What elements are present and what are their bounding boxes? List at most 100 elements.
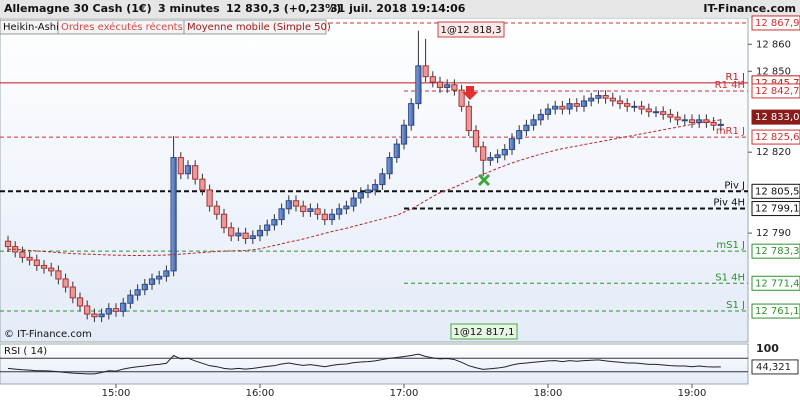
moving-average [8, 119, 721, 256]
y-tick-label: 12 850 [756, 66, 791, 77]
candle-body [26, 256, 33, 261]
candle-body [285, 200, 292, 210]
candle-body [429, 76, 436, 83]
candle-body [19, 251, 26, 258]
candle-body [559, 105, 566, 110]
buy-marker [478, 174, 490, 186]
candle-body [292, 200, 300, 207]
candle-body [314, 208, 321, 215]
rsi-area [0, 343, 749, 385]
plot-area [0, 17, 749, 343]
level-box [751, 83, 800, 99]
brand: IT-Finance.com [703, 2, 796, 15]
level-box [751, 243, 800, 259]
level-label: R1 J [726, 72, 745, 83]
candle-body [264, 224, 271, 231]
level-value: 12 761,1 [755, 306, 800, 317]
legend-entry: Moyenne mobile (Simple 50) [187, 22, 331, 33]
interval: 3 minutes [158, 2, 220, 15]
header-bar [0, 0, 800, 18]
level-label: Piv J [724, 180, 745, 191]
candle-body [33, 259, 40, 266]
y-tick-label: 12 790 [756, 228, 791, 239]
candle-body [48, 267, 55, 272]
candle-body [451, 84, 458, 91]
candle-body [4, 240, 12, 248]
level-box [751, 275, 800, 291]
candle-body [552, 105, 559, 110]
candle-body [436, 81, 444, 88]
candle-body [696, 119, 703, 124]
candle-body [120, 302, 127, 312]
legend-entry: Ordres exécutés récents [61, 21, 183, 33]
candle-body [55, 270, 62, 280]
candle-body [544, 108, 552, 115]
candle-body [156, 275, 163, 280]
level-value: 12 845,7 [755, 78, 800, 89]
candle-body [69, 286, 76, 299]
x-tick-label: 18:00 [534, 388, 563, 399]
candle-body [350, 197, 357, 207]
candle-body [458, 89, 465, 107]
candle-body [660, 111, 667, 115]
candle-body [566, 103, 573, 110]
candle-body [667, 113, 674, 118]
candle-body [328, 213, 336, 221]
candle-body [112, 308, 120, 312]
legend-entry: Heikin-Ashi [3, 22, 59, 33]
rsi-title: RSI ( 14) [4, 346, 47, 357]
candle-body [40, 264, 48, 269]
level-box [751, 183, 800, 199]
candle-body [408, 103, 415, 126]
candle-body [508, 138, 516, 150]
copyright: © IT-Finance.com [4, 329, 92, 340]
candle-body [84, 305, 91, 315]
candle-body [400, 124, 408, 145]
candle-body [580, 100, 588, 107]
candle-body [631, 105, 638, 108]
candle-body [242, 232, 249, 239]
candle-body [652, 111, 660, 114]
candle-body [91, 313, 98, 318]
candle-body [487, 157, 494, 161]
level-value: 12 799,1 [755, 204, 800, 215]
candle-body [624, 103, 631, 107]
candle-body [256, 229, 264, 237]
x-tick-label: 19:00 [678, 388, 707, 399]
tab[interactable] [183, 19, 327, 35]
level-box [751, 15, 800, 31]
candle-body [213, 205, 220, 215]
candle-body [163, 270, 170, 277]
candle-body [595, 95, 602, 99]
candle-body [249, 235, 256, 239]
candle-body [184, 165, 192, 175]
level-value: 12 771,4 [755, 278, 800, 289]
datetime: 31 juil. 2018 19:14:06 [330, 2, 466, 15]
level-value: 12 867,9 [755, 18, 800, 29]
candle-body [379, 173, 386, 186]
marks: 12 790 12 820 12 850 12 860 15:00 16:00 17:00 1… [0, 15, 800, 399]
level-box [751, 129, 800, 145]
candle-body [300, 205, 307, 213]
level-value: 12 805,5 [755, 186, 800, 197]
level-value: 12 825,6 [755, 132, 800, 143]
level-box [751, 201, 800, 217]
order-label: 1@12 818,3 [441, 25, 502, 36]
level-label: mS1 J [716, 240, 745, 251]
candle-body [177, 157, 184, 175]
x-tick-label: 16:00 [246, 388, 275, 399]
candle-body [422, 65, 429, 78]
candle-body [415, 65, 422, 105]
candle-body [127, 294, 134, 304]
candle-body [609, 97, 616, 102]
candle-body [494, 154, 501, 159]
candle-body [501, 148, 508, 156]
candle-body [688, 119, 696, 124]
candle-body [148, 278, 156, 285]
candle-body [681, 119, 688, 122]
rsi-tick-label: 100 [756, 342, 779, 355]
candle-body [386, 157, 393, 175]
order-box [437, 21, 505, 38]
candle-body [372, 184, 379, 191]
